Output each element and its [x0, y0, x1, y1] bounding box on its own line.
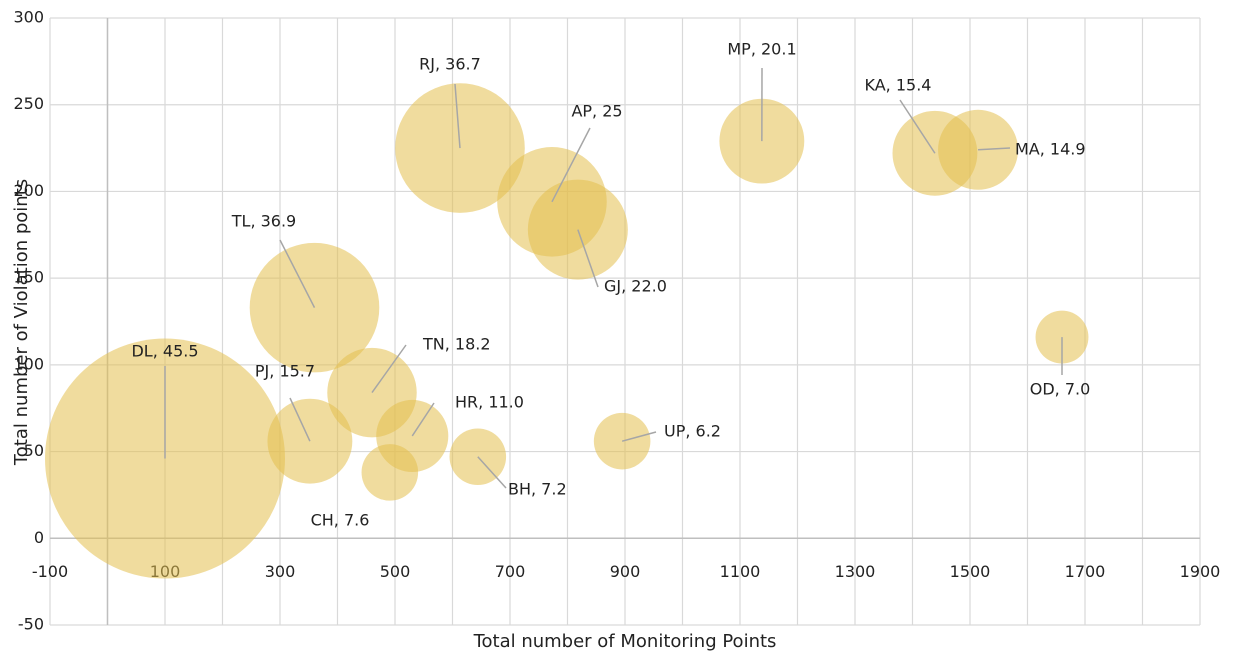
- data-label: MP, 20.1: [727, 40, 796, 59]
- data-label: BH, 7.2: [508, 480, 567, 499]
- data-label: AP, 25: [571, 102, 622, 121]
- labels: DL, 45.5 TL, 36.9 RJ, 36.7 AP, 25 GJ, 22.0 MP…: [131, 40, 1090, 530]
- x-tick-label: 1500: [950, 562, 991, 581]
- data-label: TL, 36.9: [231, 212, 296, 231]
- y-tick-label: 300: [13, 8, 44, 27]
- leader-line: [621, 431, 657, 442]
- x-tick-label: 500: [380, 562, 411, 581]
- leader-line: [289, 397, 311, 442]
- y-tick-label: 250: [13, 94, 44, 113]
- data-label: DL, 45.5: [131, 342, 198, 361]
- y-tick-label: -50: [18, 615, 44, 634]
- data-label: OD, 7.0: [1030, 380, 1091, 399]
- leader-line: [411, 402, 435, 437]
- leader-line: [978, 147, 1011, 151]
- x-tick-label: 1300: [835, 562, 876, 581]
- leader-line: [551, 127, 591, 203]
- x-tick-label: -100: [32, 562, 68, 581]
- y-axis-title: Total number of Violation points: [11, 179, 32, 466]
- bubble: [361, 444, 419, 501]
- data-label: TN, 18.2: [422, 335, 491, 354]
- leader-line: [899, 99, 936, 154]
- y-tick-label: 150: [13, 268, 44, 287]
- x-tick-label: 1900: [1180, 562, 1221, 581]
- x-tick-label: 700: [495, 562, 526, 581]
- x-tick-label: 1700: [1065, 562, 1106, 581]
- x-tick-label: 900: [610, 562, 641, 581]
- bubbles: [45, 83, 1089, 579]
- leader-line: [454, 83, 461, 149]
- data-label: PJ, 15.7: [255, 362, 315, 381]
- x-tick-label: 300: [265, 562, 296, 581]
- data-label: CH, 7.6: [311, 511, 370, 530]
- leader-line: [279, 239, 316, 308]
- data-label: KA, 15.4: [865, 76, 932, 95]
- y-tick-label: 200: [13, 181, 44, 200]
- leader-line: [477, 456, 507, 489]
- y-tick-label: 100: [13, 354, 44, 373]
- x-axis-title: Total number of Monitoring Points: [473, 631, 777, 652]
- data-label: RJ, 36.7: [419, 55, 481, 74]
- data-label: UP, 6.2: [664, 422, 721, 441]
- y-tick-label: 50: [24, 441, 44, 460]
- data-label: MA, 14.9: [1015, 140, 1086, 159]
- data-label: HR, 11.0: [455, 393, 524, 412]
- x-tick-label: 1100: [720, 562, 761, 581]
- y-tick-label: 0: [34, 528, 44, 547]
- leader-line: [371, 344, 407, 394]
- leader-line: [577, 229, 599, 288]
- data-label: GJ, 22.0: [604, 277, 667, 296]
